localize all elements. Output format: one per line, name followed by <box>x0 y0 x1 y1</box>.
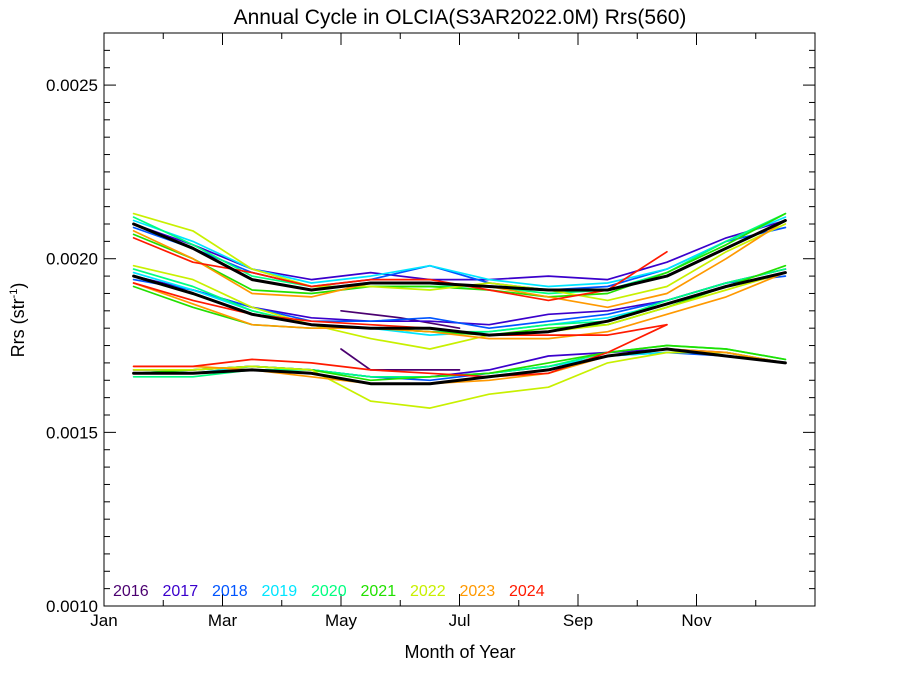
series-line-2017 <box>132 219 787 281</box>
x-tick-label: Mar <box>208 611 238 630</box>
x-tick-label: Sep <box>563 611 593 630</box>
series-line-2019 <box>132 216 787 288</box>
series-line-2023 <box>132 271 787 340</box>
series-line-2018 <box>132 351 787 382</box>
legend-entry-2021: 2021 <box>361 583 397 600</box>
y-tick-label: 0.0025 <box>46 76 98 95</box>
legend-entry-2016: 2016 <box>113 583 149 600</box>
x-tick-label: Jul <box>449 611 471 630</box>
x-axis-label: Month of Year <box>404 642 515 662</box>
x-tick-label: Jan <box>90 611 117 630</box>
y-axis-label: Rrs (str-1) <box>8 283 28 358</box>
legend-entry-2023: 2023 <box>460 583 496 600</box>
series-line-mean <box>132 219 787 292</box>
series-line-2016 <box>340 309 461 330</box>
legend-entry-2019: 2019 <box>262 583 298 600</box>
legend: 2016 2017 2018 2019 2020 2021 2022 2023 2024 <box>113 583 545 600</box>
series-lines <box>132 212 787 409</box>
series-line-2022 <box>132 212 787 302</box>
x-tick-label: Nov <box>681 611 712 630</box>
series-line-2024 <box>132 237 668 302</box>
x-tick-label: May <box>325 611 358 630</box>
legend-entry-2017: 2017 <box>163 583 199 600</box>
y-tick-label: 0.0010 <box>46 597 98 616</box>
y-tick-label: 0.0015 <box>46 423 98 442</box>
series-line-2022 <box>132 264 787 350</box>
axis-ticks: 0.0010 0.0015 0.0020 0.0025 Jan Mar May Jul Sep N… <box>46 32 816 630</box>
y-tick-label: 0.0020 <box>46 250 98 269</box>
legend-entry-2020: 2020 <box>311 583 347 600</box>
y-axis-label-exponent: -1 <box>8 289 20 299</box>
series-line-2016 <box>340 348 461 371</box>
legend-entry-2024: 2024 <box>509 583 545 600</box>
y-axis-label-main: Rrs (str <box>8 298 28 357</box>
series-line-mean <box>132 271 787 337</box>
series-line-2022 <box>132 351 787 409</box>
y-axis-label-close: ) <box>8 283 28 289</box>
chart-title: Annual Cycle in OLCIA(S3AR2022.0M) Rrs(5… <box>234 6 687 29</box>
legend-entry-2018: 2018 <box>212 583 248 600</box>
plot-frame <box>103 32 816 607</box>
series-line-mean <box>132 347 787 386</box>
series-line-2021 <box>132 212 787 298</box>
series-line-2024 <box>132 282 668 336</box>
legend-entry-2022: 2022 <box>410 583 446 600</box>
